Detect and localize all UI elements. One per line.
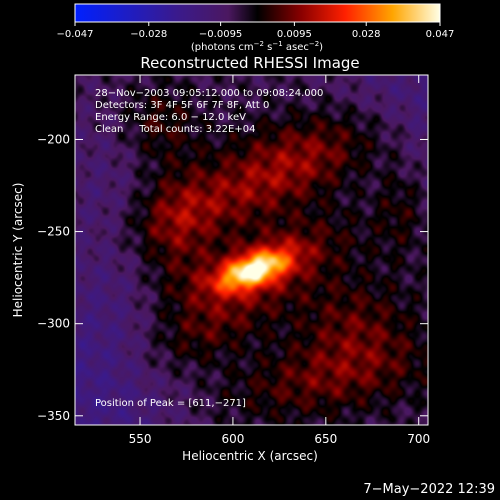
peak-position-label: Position of Peak = [611,−271]	[95, 398, 246, 409]
footer-timestamp: 7−May−2022 12:39	[363, 482, 495, 497]
colorbar-ticks: −0.047 −0.028 −0.0095 0.0095 0.028 0.047	[56, 22, 454, 40]
heatmap-area	[74, 74, 429, 426]
colorbar-tick-label: −0.047	[56, 29, 93, 40]
x-axis-label: Heliocentric X (arcsec)	[182, 449, 318, 463]
y-axis-label: Heliocentric Y (arcsec)	[11, 183, 25, 318]
colorbar-gradient	[74, 3, 441, 23]
colorbar-tick-label: −0.028	[130, 29, 167, 40]
x-tick-label: 650	[314, 432, 337, 446]
heatmap-image	[75, 75, 428, 425]
y-tick-label: −200	[37, 132, 70, 146]
x-tick-label: 700	[407, 432, 430, 446]
y-axis-ticks: −200 −250 −300 −350	[37, 132, 428, 423]
x-tick-label: 600	[221, 432, 244, 446]
annotation-block: 28−Nov−2003 09:05:12.000 to 09:08:24.000…	[95, 88, 323, 135]
colorbar-tick-label: 0.028	[352, 29, 381, 40]
colorbar-tick-label: 0.0095	[277, 29, 312, 40]
annotation-energy-range: Energy Range: 6.0 − 12.0 keV	[95, 112, 246, 123]
y-tick-label: −350	[37, 409, 70, 423]
plot-frame	[74, 74, 429, 426]
colorbar-tick-label: 0.047	[426, 29, 455, 40]
x-tick-label: 550	[129, 432, 152, 446]
y-tick-label: −250	[37, 225, 70, 239]
colorbar: −0.047 −0.028 −0.0095 0.0095 0.028 0.047 (pho…	[56, 3, 454, 53]
annotation-total-counts: Clean Total counts: 3.22E+04	[95, 124, 255, 135]
annotation-detectors: Detectors: 3F 4F 5F 6F 7F 8F, Att 0	[95, 100, 269, 111]
colorbar-tick-label: −0.0095	[199, 29, 242, 40]
annotation-time-range: 28−Nov−2003 09:05:12.000 to 09:08:24.000	[95, 88, 323, 99]
y-tick-label: −300	[37, 317, 70, 331]
chart-title: Reconstructed RHESSI Image	[140, 54, 359, 72]
colorbar-unit-label: (photons cm−2 s−1 asec−2)	[191, 40, 323, 53]
x-axis-ticks: 550 600 650 700	[129, 75, 430, 446]
